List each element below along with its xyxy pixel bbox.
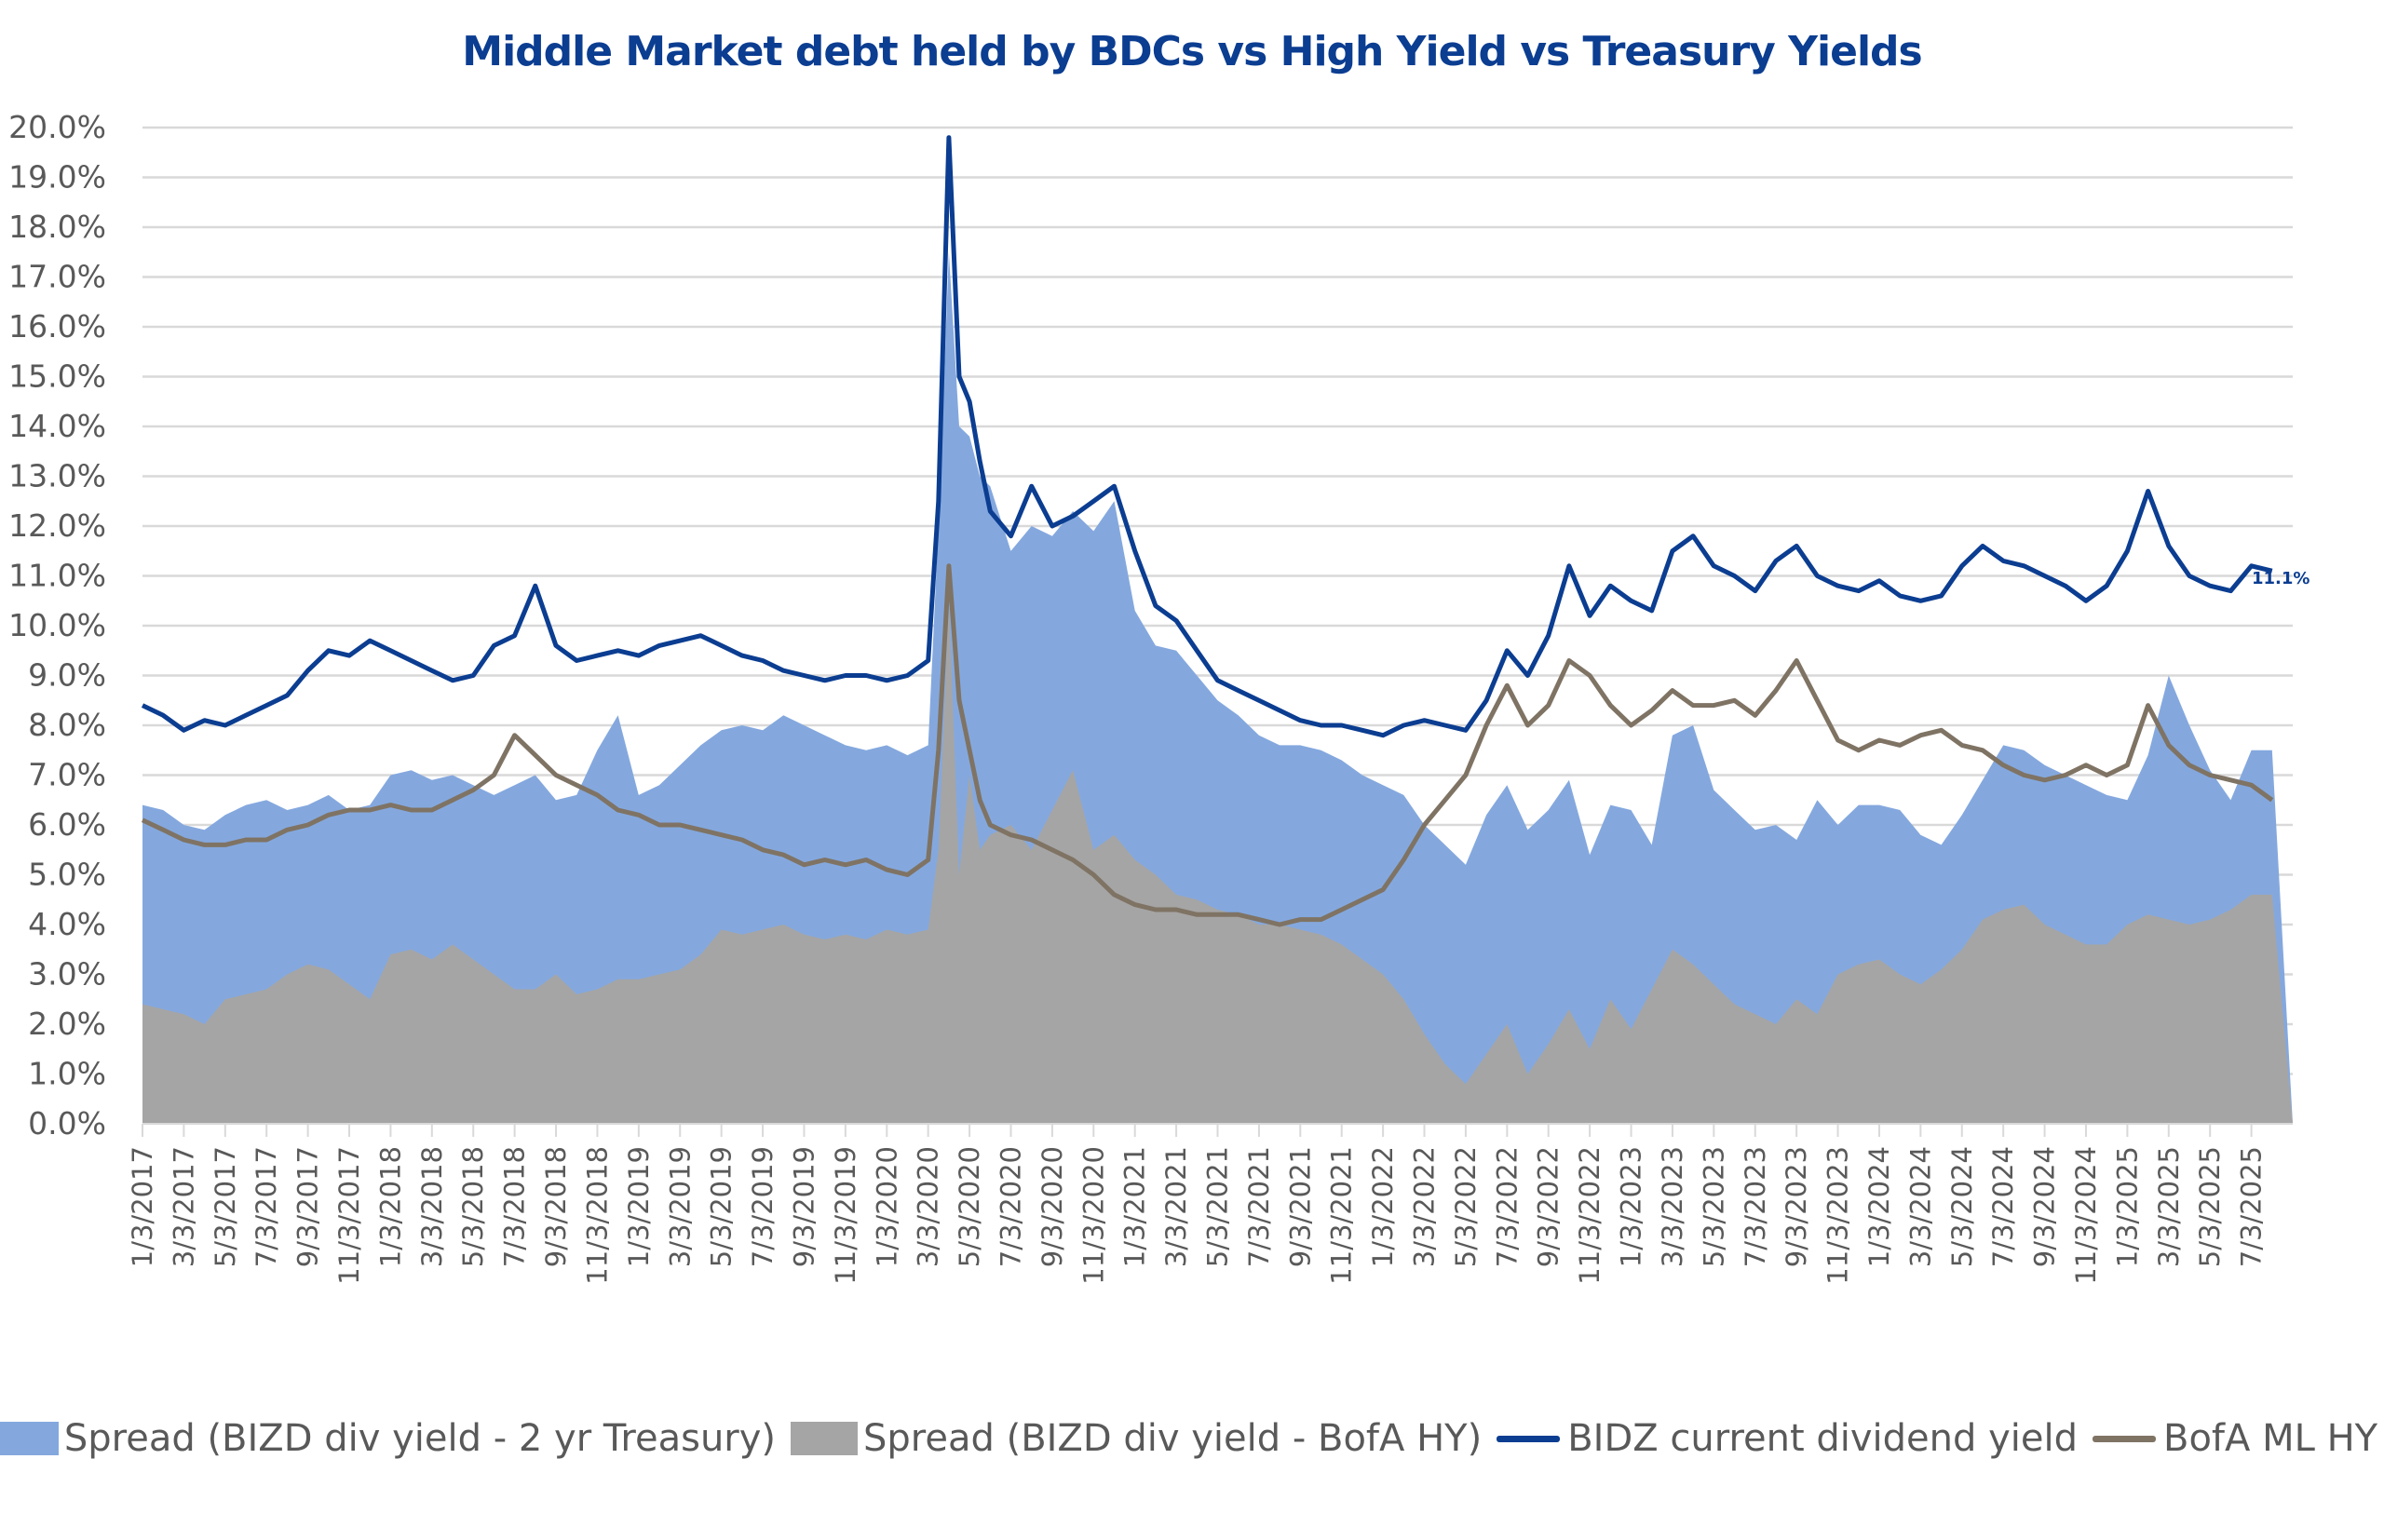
x-tick-label: 7/3/2025 <box>2236 1146 2268 1267</box>
x-tick-label: 11/3/2023 <box>1822 1146 1854 1285</box>
line-bofa-ml-hy <box>141 563 2274 927</box>
x-tick-label: 5/3/2017 <box>210 1146 241 1267</box>
y-tick-label: 12.0% <box>8 507 106 544</box>
x-tick-label: 5/3/2022 <box>1450 1146 1482 1267</box>
legend-item-spread-bofa-hy[interactable]: Spread (BIZD div yield - BofA HY) <box>791 1417 1482 1460</box>
x-tick-label: 11/3/2021 <box>1326 1146 1358 1285</box>
legend-item-spread-2yr-treasury[interactable]: Spread (BIZD div yield - 2 yr Treasury) <box>0 1417 776 1460</box>
y-tick-label: 10.0% <box>8 607 106 643</box>
x-tick-label: 3/3/2023 <box>1657 1146 1688 1267</box>
legend-item-bidz-yield[interactable]: BIDZ current dividend yield <box>1497 1417 2078 1460</box>
legend-item-bofa-ml-hy[interactable]: BofA ML HY <box>2093 1417 2377 1460</box>
chart: 0.0% 1.0% 2.0% 3.0% 4.0% 5.0% 6.0% 7.0% 8.0% 9.0%… <box>8 109 2310 1285</box>
x-tick-label: 9/3/2021 <box>1284 1146 1316 1267</box>
x-tick-label: 1/3/2019 <box>623 1146 655 1267</box>
y-tick-label: 3.0% <box>28 956 106 993</box>
x-tick-label: 7/3/2019 <box>747 1146 779 1267</box>
y-tick-label: 20.0% <box>8 109 106 145</box>
legend-swatch <box>1497 1435 1561 1442</box>
x-tick-label: 1/3/2018 <box>374 1146 406 1267</box>
y-tick-label: 13.0% <box>8 458 106 494</box>
line-series <box>141 135 2274 927</box>
x-tick-label: 7/3/2021 <box>1243 1146 1275 1267</box>
y-tick-label: 11.0% <box>8 558 106 594</box>
legend-label: BofA ML HY <box>2163 1417 2378 1460</box>
area-series <box>142 251 2293 1124</box>
x-tick-label: 9/3/2022 <box>1533 1146 1564 1267</box>
legend-swatch <box>2093 1435 2157 1442</box>
x-tick-label: 7/3/2024 <box>1987 1146 2019 1267</box>
x-tick-label: 3/3/2024 <box>1904 1146 1936 1267</box>
x-tick-label: 3/3/2019 <box>664 1146 696 1267</box>
x-tick-label: 3/3/2022 <box>1409 1146 1441 1267</box>
y-tick-label: 0.0% <box>28 1105 106 1141</box>
x-tick-label: 5/3/2020 <box>954 1146 985 1267</box>
y-tick-label: 14.0% <box>8 408 106 444</box>
x-tick-label: 3/3/2025 <box>2153 1146 2185 1267</box>
line-bidz-yield <box>141 135 2273 738</box>
x-tick-label: 9/3/2023 <box>1781 1146 1812 1267</box>
x-tick-label: 3/3/2020 <box>913 1146 944 1267</box>
y-tick-label: 15.0% <box>8 358 106 395</box>
x-tick-label: 9/3/2024 <box>2029 1146 2061 1267</box>
x-tick-label: 5/3/2024 <box>1946 1146 1978 1267</box>
x-tick-label: 3/3/2018 <box>416 1146 448 1267</box>
x-tick-label: 5/3/2025 <box>2194 1146 2226 1267</box>
x-tick-label: 9/3/2017 <box>292 1146 324 1267</box>
x-tick-label: 9/3/2019 <box>788 1146 820 1267</box>
x-tick-label: 11/3/2022 <box>1574 1146 1605 1285</box>
x-tick-label: 7/3/2020 <box>995 1146 1026 1267</box>
x-tick-label: 7/3/2017 <box>251 1146 282 1267</box>
y-tick-label: 6.0% <box>28 806 106 843</box>
y-tick-label: 1.0% <box>28 1056 106 1092</box>
legend-swatch <box>0 1422 59 1455</box>
area-spread-2yr-treasury <box>142 251 2293 1124</box>
x-tick-label: 7/3/2023 <box>1740 1146 1771 1267</box>
legend-label: BIDZ current dividend yield <box>1567 1417 2079 1460</box>
legend-label: Spread (BIZD div yield - 2 yr Treasury) <box>63 1417 777 1460</box>
x-tick-label: 9/3/2020 <box>1036 1146 1068 1267</box>
y-tick-label: 19.0% <box>8 159 106 196</box>
y-tick-label: 18.0% <box>8 209 106 245</box>
x-tick-label: 1/3/2023 <box>1616 1146 1647 1267</box>
x-tick-label: 9/3/2018 <box>540 1146 572 1267</box>
y-tick-label: 16.0% <box>8 308 106 344</box>
area-spread-bofa-hy <box>142 601 2293 1124</box>
x-tick-label: 1/3/2024 <box>1863 1146 1895 1267</box>
x-axis: 1/3/2017 3/3/2017 5/3/2017 7/3/2017 9/3/2017… <box>127 1123 2293 1285</box>
y-tick-label: 9.0% <box>28 657 106 694</box>
chart-title: Middle Market debt held by BDCs vs High … <box>462 28 1922 75</box>
end-data-label: 11.1% <box>2252 569 2310 588</box>
x-tick-label: 11/3/2019 <box>830 1146 861 1285</box>
x-tick-label: 5/3/2019 <box>706 1146 738 1267</box>
x-tick-label: 3/3/2017 <box>168 1146 199 1267</box>
x-tick-label: 7/3/2018 <box>499 1146 531 1267</box>
x-tick-label: 11/3/2020 <box>1077 1146 1109 1285</box>
y-tick-label: 2.0% <box>28 1006 106 1042</box>
y-tick-label: 5.0% <box>28 857 106 893</box>
x-tick-label: 7/3/2022 <box>1491 1146 1523 1267</box>
y-tick-label: 8.0% <box>28 707 106 743</box>
legend-label: Spread (BIZD div yield - BofA HY) <box>863 1417 1483 1460</box>
x-tick-label: 1/3/2022 <box>1367 1146 1399 1267</box>
legend-swatch <box>791 1422 859 1455</box>
x-tick-label: 5/3/2023 <box>1698 1146 1729 1267</box>
y-axis: 0.0% 1.0% 2.0% 3.0% 4.0% 5.0% 6.0% 7.0% 8.0% 9.0%… <box>8 109 106 1141</box>
x-tick-label: 1/3/2021 <box>1119 1146 1151 1267</box>
x-tick-label: 1/3/2020 <box>871 1146 902 1267</box>
x-tick-label: 1/3/2025 <box>2111 1146 2143 1267</box>
x-tick-label: 11/3/2024 <box>2070 1146 2102 1285</box>
x-tick-label: 5/3/2021 <box>1202 1146 1234 1267</box>
x-tick-label: 11/3/2018 <box>581 1146 613 1285</box>
x-tick-label: 11/3/2017 <box>333 1146 365 1285</box>
x-tick-label: 5/3/2018 <box>457 1146 489 1267</box>
x-tick-label: 1/3/2017 <box>127 1146 158 1267</box>
y-tick-label: 4.0% <box>28 906 106 942</box>
y-tick-label: 17.0% <box>8 259 106 295</box>
x-tick-label: 3/3/2021 <box>1160 1146 1192 1267</box>
y-tick-label: 7.0% <box>28 757 106 793</box>
legend: Spread (BIZD div yield - 2 yr Treasury) … <box>0 1417 2384 1460</box>
